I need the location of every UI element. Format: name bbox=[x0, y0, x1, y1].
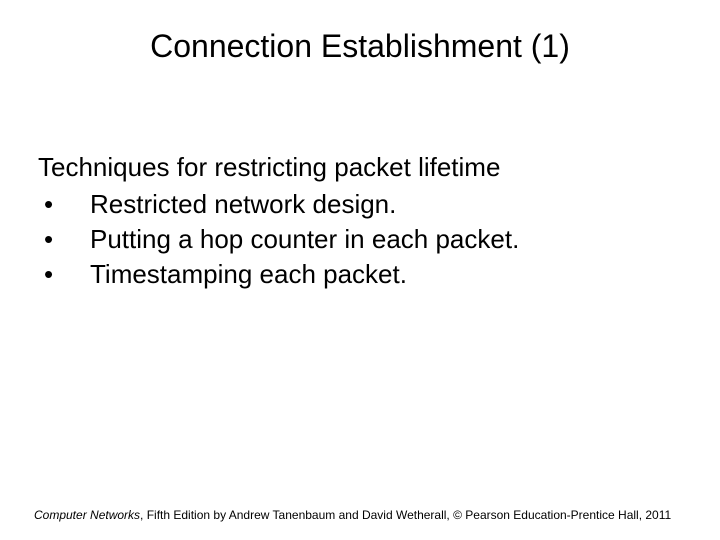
footer-book-title: Computer Networks bbox=[34, 508, 140, 522]
bullet-text: Restricted network design. bbox=[90, 187, 682, 222]
bullet-marker-icon: • bbox=[38, 257, 90, 292]
lead-text: Techniques for restricting packet lifeti… bbox=[38, 150, 682, 185]
slide-footer: Computer Networks, Fifth Edition by Andr… bbox=[34, 508, 700, 522]
slide-body: Techniques for restricting packet lifeti… bbox=[38, 150, 682, 292]
bullet-marker-icon: • bbox=[38, 187, 90, 222]
bullet-marker-icon: • bbox=[38, 222, 90, 257]
bullet-item: • Putting a hop counter in each packet. bbox=[38, 222, 682, 257]
slide: Connection Establishment (1) Techniques … bbox=[0, 0, 720, 540]
bullet-item: • Restricted network design. bbox=[38, 187, 682, 222]
footer-rest: , Fifth Edition by Andrew Tanenbaum and … bbox=[140, 508, 671, 522]
bullet-text: Timestamping each packet. bbox=[90, 257, 682, 292]
slide-title: Connection Establishment (1) bbox=[0, 28, 720, 65]
bullet-item: • Timestamping each packet. bbox=[38, 257, 682, 292]
bullet-text: Putting a hop counter in each packet. bbox=[90, 222, 682, 257]
